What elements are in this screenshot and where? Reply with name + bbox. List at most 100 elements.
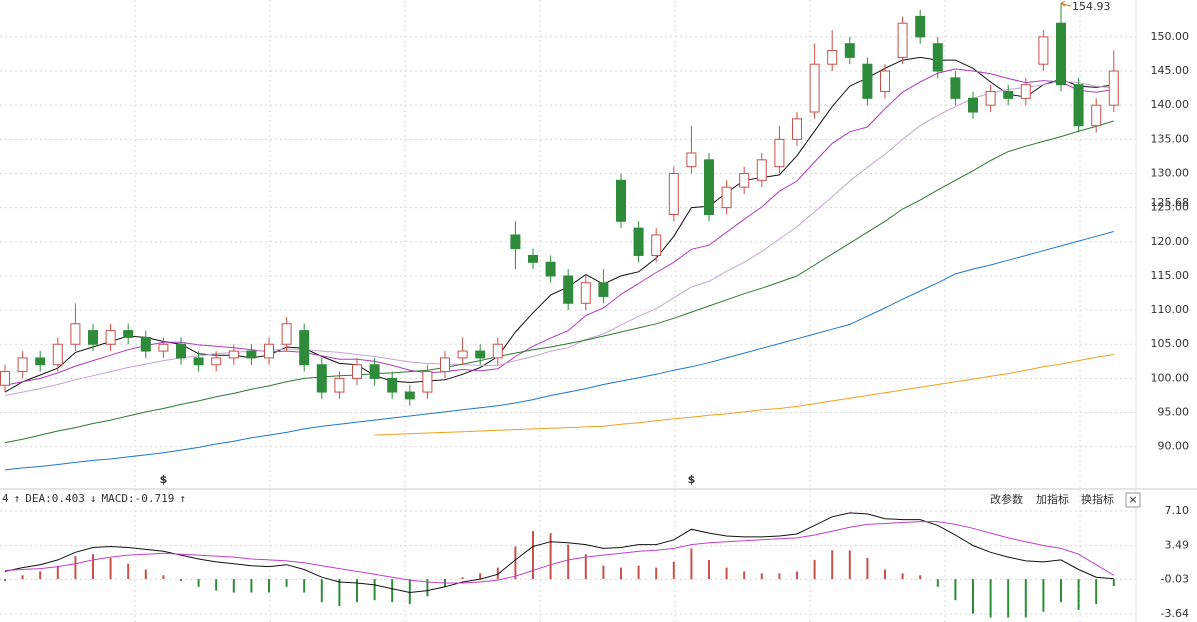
macd-bar — [338, 579, 341, 606]
candle-body — [633, 227, 644, 256]
macd-header-item: DEA:0.403 — [25, 492, 85, 505]
dividend-marker: $ — [160, 473, 168, 486]
candle-body — [985, 91, 996, 106]
macd-bar — [127, 563, 130, 580]
macd-bar — [180, 579, 182, 582]
candle-body — [721, 186, 732, 209]
candle-body — [140, 336, 151, 352]
macd-bar — [162, 575, 165, 580]
candle-body — [334, 377, 345, 393]
candle-body — [0, 371, 10, 386]
candle-body — [123, 330, 134, 338]
macd-bar — [1060, 579, 1062, 603]
macd-bar — [567, 544, 570, 580]
ma-line — [4, 80, 1114, 396]
toolbar-button[interactable]: 加指标 — [1036, 492, 1069, 506]
macd-header-item: ↑ — [179, 492, 186, 505]
macd-bar — [655, 567, 658, 580]
candle-body — [1003, 91, 1014, 99]
candle-body — [281, 323, 292, 345]
candle-body — [686, 152, 697, 168]
toolbar-button[interactable]: 改参数 — [990, 492, 1023, 506]
macd-bar — [479, 573, 482, 580]
macd-bar — [39, 571, 42, 580]
macd-tick-label: -0.03 — [1161, 572, 1189, 585]
macd-bar — [250, 579, 253, 593]
candle-body — [422, 371, 433, 393]
candle-body — [968, 97, 978, 113]
candle-body — [387, 377, 398, 393]
macd-bar — [532, 531, 534, 580]
candle-body — [598, 282, 609, 297]
high-arrow — [1060, 0, 1072, 7]
candle-body — [510, 234, 521, 250]
macd-bar — [1024, 579, 1027, 618]
macd-bar — [373, 579, 376, 601]
candle-body — [545, 261, 556, 277]
macd-bar — [426, 579, 429, 597]
dea-line — [4, 521, 1115, 584]
macd-bar — [109, 558, 112, 580]
y-tick-label: 140.00 — [1151, 98, 1190, 111]
macd-bar — [56, 565, 59, 580]
candle-body — [35, 357, 46, 366]
macd-bar — [197, 579, 200, 587]
macd-bar — [391, 579, 394, 603]
macd-bar — [954, 579, 957, 601]
high-label: 154.93 — [1072, 0, 1111, 13]
candle-body — [651, 234, 662, 256]
candle-body — [897, 22, 908, 58]
y-tick-label: 150.00 — [1151, 30, 1190, 43]
candle-body — [809, 63, 820, 113]
last-price-label: 125.68 — [1151, 196, 1190, 209]
macd-bar — [1042, 579, 1045, 612]
y-tick-label: 100.00 — [1151, 371, 1190, 384]
y-tick-label: 135.00 — [1151, 132, 1190, 145]
close-box — [1125, 492, 1141, 508]
candle-body — [756, 159, 767, 181]
toolbar-button[interactable]: 换指标 — [1081, 492, 1114, 506]
candle-body — [580, 282, 591, 304]
candle-body — [1091, 104, 1102, 127]
macd-bar — [989, 579, 992, 618]
macd-bar — [778, 573, 781, 580]
y-tick-label: 115.00 — [1151, 269, 1190, 282]
macd-bar — [584, 554, 587, 580]
candle-body — [1108, 70, 1119, 106]
candle-body — [264, 343, 274, 359]
macd-bar — [21, 575, 24, 580]
candle-body — [316, 364, 327, 393]
macd-header-item: ↓ — [90, 492, 97, 505]
close-button[interactable]: × — [1128, 493, 1137, 506]
macd-bar — [1077, 579, 1080, 610]
macd-bar — [637, 565, 640, 580]
candle-body — [915, 15, 926, 38]
y-tick-label: 125.00 — [1151, 201, 1190, 214]
macd-bar — [620, 567, 622, 580]
macd-bar — [901, 573, 904, 580]
macd-bar — [813, 559, 816, 580]
candle-body — [246, 350, 257, 359]
ma-line — [374, 354, 1114, 436]
y-tick-label: 95.00 — [1158, 406, 1190, 419]
y-tick-label: 145.00 — [1151, 64, 1190, 77]
candle-body — [1020, 84, 1031, 99]
candle-body — [457, 350, 468, 359]
macd-bar — [1112, 579, 1115, 587]
candle-body — [668, 172, 679, 215]
candle-body — [193, 357, 204, 366]
macd-bar — [320, 579, 323, 603]
macd-bar — [461, 577, 464, 580]
candle-body — [1056, 22, 1066, 86]
macd-bar — [215, 579, 218, 591]
macd-bar — [919, 575, 922, 580]
candle-body — [211, 357, 222, 366]
candle-body — [369, 364, 380, 379]
candle-body — [88, 330, 98, 345]
macd-bar — [972, 579, 974, 614]
dif-line — [4, 512, 1114, 594]
macd-bar — [690, 548, 693, 580]
candle-body — [52, 343, 63, 366]
macd-tick-label: -3.64 — [1161, 607, 1189, 620]
macd-bar — [303, 579, 306, 593]
